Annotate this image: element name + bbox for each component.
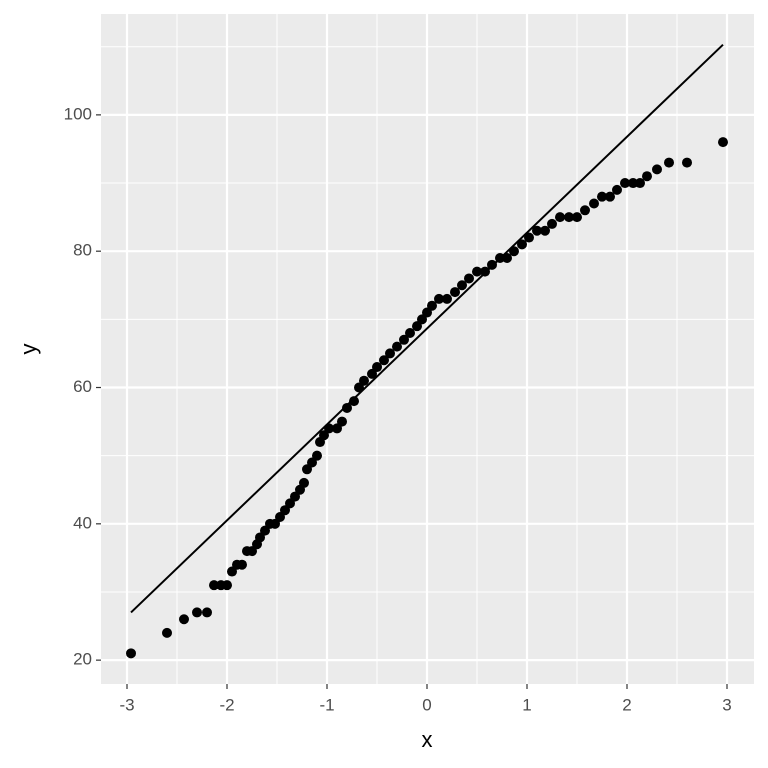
point bbox=[405, 327, 415, 338]
point bbox=[580, 205, 590, 216]
point bbox=[682, 157, 692, 168]
x-tick-label: 0 bbox=[422, 695, 431, 714]
reference-line bbox=[130, 43, 724, 614]
y-tick-label: 60 bbox=[73, 377, 92, 396]
x-tick-label: 2 bbox=[622, 695, 631, 714]
point bbox=[652, 164, 662, 175]
point bbox=[385, 348, 395, 359]
point bbox=[547, 218, 557, 229]
point bbox=[202, 607, 212, 618]
point bbox=[457, 280, 467, 291]
point bbox=[434, 293, 444, 304]
point bbox=[464, 273, 474, 284]
point bbox=[555, 212, 565, 223]
point bbox=[337, 416, 347, 427]
point bbox=[635, 178, 645, 189]
point bbox=[209, 580, 219, 591]
point bbox=[572, 212, 582, 223]
point bbox=[517, 239, 527, 250]
x-tick-label: -1 bbox=[319, 695, 334, 714]
point bbox=[564, 212, 574, 223]
point bbox=[532, 225, 542, 236]
point bbox=[540, 225, 550, 236]
point bbox=[312, 450, 322, 461]
point bbox=[597, 191, 607, 202]
point bbox=[126, 648, 136, 659]
point bbox=[192, 607, 202, 618]
x-axis-title: x bbox=[422, 727, 433, 752]
y-tick-label: 40 bbox=[73, 513, 92, 532]
point bbox=[237, 559, 247, 570]
point bbox=[620, 178, 630, 189]
point bbox=[222, 580, 232, 591]
point bbox=[524, 232, 534, 243]
point bbox=[589, 198, 599, 209]
point bbox=[349, 396, 359, 407]
point bbox=[642, 171, 652, 182]
x-tick-label: 3 bbox=[722, 695, 731, 714]
x-tick-label: -2 bbox=[219, 695, 234, 714]
point bbox=[379, 355, 389, 366]
point bbox=[299, 477, 309, 488]
point bbox=[664, 157, 674, 168]
point bbox=[450, 287, 460, 298]
point bbox=[162, 627, 172, 638]
point bbox=[605, 191, 615, 202]
x-tick-label: 1 bbox=[522, 695, 531, 714]
point bbox=[427, 300, 437, 311]
y-tick-label: 80 bbox=[73, 241, 92, 260]
y-tick-label: 100 bbox=[64, 104, 92, 123]
point bbox=[718, 137, 728, 148]
x-tick-label: -3 bbox=[119, 695, 134, 714]
point bbox=[472, 266, 482, 277]
point bbox=[442, 293, 452, 304]
y-tick-label: 20 bbox=[73, 650, 92, 669]
point bbox=[399, 334, 409, 345]
point bbox=[628, 178, 638, 189]
point bbox=[372, 362, 382, 373]
point bbox=[392, 341, 402, 352]
point bbox=[359, 375, 369, 386]
point bbox=[179, 614, 189, 625]
y-axis-title: y bbox=[16, 344, 41, 355]
point bbox=[342, 402, 352, 413]
point bbox=[612, 184, 622, 195]
